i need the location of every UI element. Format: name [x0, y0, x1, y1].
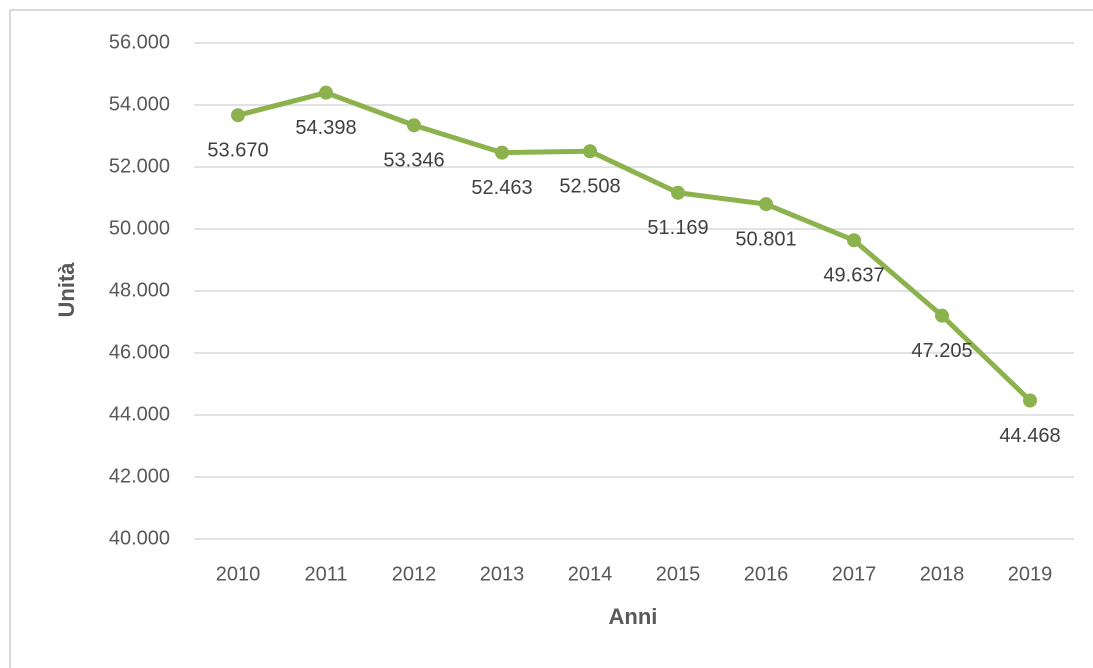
y-tick-label: 44.000	[109, 403, 170, 425]
marker	[583, 144, 597, 159]
y-tick-label: 54.000	[109, 93, 170, 115]
x-tick-label: 2013	[480, 563, 525, 585]
data-label: 47.205	[911, 340, 972, 362]
marker	[1023, 393, 1037, 408]
data-label: 53.670	[207, 140, 268, 162]
y-tick-label: 42.000	[109, 465, 170, 487]
x-tick-label: 2011	[304, 563, 347, 585]
y-tick-label: 48.000	[109, 279, 170, 301]
y-axis-title: Unità	[54, 262, 79, 318]
data-label: 52.508	[559, 176, 620, 198]
x-tick-label: 2016	[744, 563, 789, 585]
y-tick-label: 50.000	[109, 217, 170, 239]
data-label: 44.468	[999, 425, 1060, 447]
marker	[935, 308, 949, 323]
marker	[847, 233, 861, 248]
y-tick-label: 52.000	[109, 155, 170, 177]
marker	[759, 197, 773, 212]
data-label: 50.801	[735, 228, 796, 250]
data-label: 54.398	[295, 117, 356, 139]
x-tick-label: 2019	[1008, 563, 1053, 585]
marker	[495, 145, 509, 160]
data-label: 52.463	[471, 177, 532, 199]
x-tick-label: 2018	[920, 563, 965, 585]
marker	[319, 85, 333, 100]
x-tick-label: 2012	[392, 563, 437, 585]
y-tick-label: 46.000	[109, 341, 170, 363]
data-label: 51.169	[647, 217, 708, 239]
x-tick-label: 2015	[656, 563, 701, 585]
x-tick-label: 2014	[568, 563, 613, 585]
x-tick-label: 2017	[832, 563, 877, 585]
y-tick-label: 40.000	[109, 527, 170, 549]
y-tick-label: 56.000	[109, 31, 170, 53]
data-label: 49.637	[823, 265, 884, 287]
marker	[407, 118, 421, 133]
line	[235, 90, 1033, 403]
data-label: 53.346	[383, 150, 444, 172]
marker	[671, 185, 685, 200]
x-axis-title: Anni	[609, 604, 658, 629]
x-tick-label: 2010	[216, 563, 261, 585]
marker	[231, 108, 245, 123]
